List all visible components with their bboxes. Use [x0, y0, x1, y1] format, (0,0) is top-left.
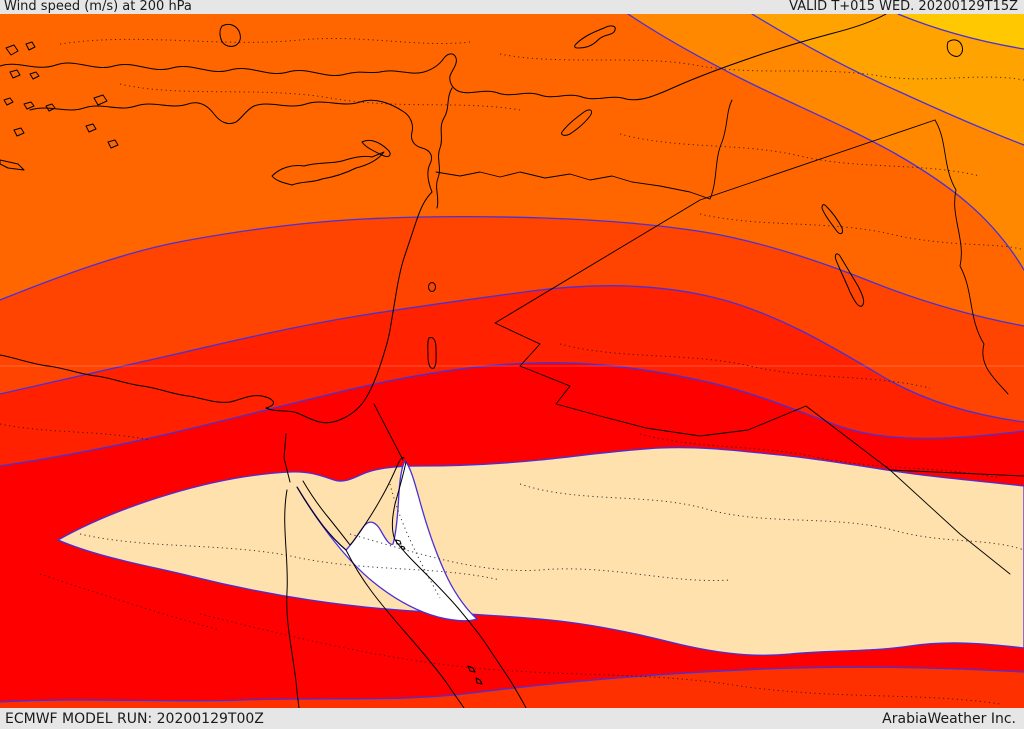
contour-line — [751, 14, 1024, 146]
lake-euphrates-snake — [834, 253, 865, 307]
dotted-line — [0, 423, 151, 441]
band-orange-light — [752, 14, 1024, 145]
border-egypt-israel — [373, 403, 404, 461]
contour-line — [0, 215, 1024, 327]
footer-bar: ECMWF MODEL RUN: 20200129T00Z ArabiaWeat… — [0, 708, 1024, 729]
border-saudi-kuwait — [889, 469, 1011, 575]
coastlines — [0, 14, 887, 708]
dotted-line — [519, 483, 1024, 551]
lake-beysehir — [361, 139, 391, 157]
map-canvas — [0, 14, 1024, 708]
coastline-south-anatolia — [29, 99, 433, 193]
border-tigris-meander — [934, 119, 1009, 395]
dotted-line — [349, 533, 731, 582]
sea-of-galilee — [428, 282, 436, 292]
lake-corner — [946, 39, 963, 57]
lake-tuz — [561, 109, 593, 136]
coastline-sinai-gulfs — [302, 457, 405, 546]
island-cyprus — [271, 151, 385, 186]
coastline-north-anatolia — [0, 14, 887, 101]
coastline-aegean — [436, 87, 453, 209]
dotted-boundaries — [0, 38, 1024, 705]
water-bodies — [361, 25, 963, 369]
coastline-levant-north-africa — [0, 191, 433, 424]
dotted-line — [39, 573, 221, 631]
border-turkey-iraq-river — [709, 99, 733, 200]
border-syria-iraq — [494, 119, 936, 324]
lake-northeast-squiggle — [574, 25, 616, 49]
contour-line — [0, 362, 1024, 467]
country-borders — [373, 99, 1024, 575]
speed-contour-lines — [0, 14, 1024, 703]
contour-line — [0, 666, 1024, 703]
attribution-label: ArabiaWeather Inc. — [882, 710, 1016, 727]
lake-assad — [821, 204, 843, 235]
coastline-suez-canal — [283, 433, 291, 483]
dotted-line — [79, 533, 501, 581]
contour-line — [627, 14, 1024, 271]
border-turkey-syria — [435, 171, 711, 200]
header-bar: Wind speed (m/s) at 200 hPa VALID T+015 … — [0, 0, 1024, 14]
dead-sea — [427, 337, 437, 369]
island-marmara — [219, 23, 241, 47]
border-jordan-saudi — [494, 322, 807, 437]
band-yellow — [898, 14, 1024, 49]
map-title: Wind speed (m/s) at 200 hPa — [4, 0, 192, 14]
coastline-saudi-red-sea — [391, 461, 527, 708]
jet-band-cream — [56, 446, 1024, 656]
valid-time-label: VALID T+015 WED. 20200129T15Z — [789, 0, 1018, 14]
dotted-line — [389, 483, 441, 599]
contour-line — [897, 14, 1024, 50]
dotted-line — [59, 38, 471, 45]
nile-river-line — [284, 489, 300, 708]
coastline-gulf-of-suez-west-red-sea — [296, 486, 465, 708]
red-sea-islets — [395, 539, 483, 685]
band-red-south — [0, 667, 1024, 708]
model-run-label: ECMWF MODEL RUN: 20200129T00Z — [5, 710, 264, 727]
contour-line — [0, 284, 1024, 423]
aegean-islands — [0, 41, 119, 171]
